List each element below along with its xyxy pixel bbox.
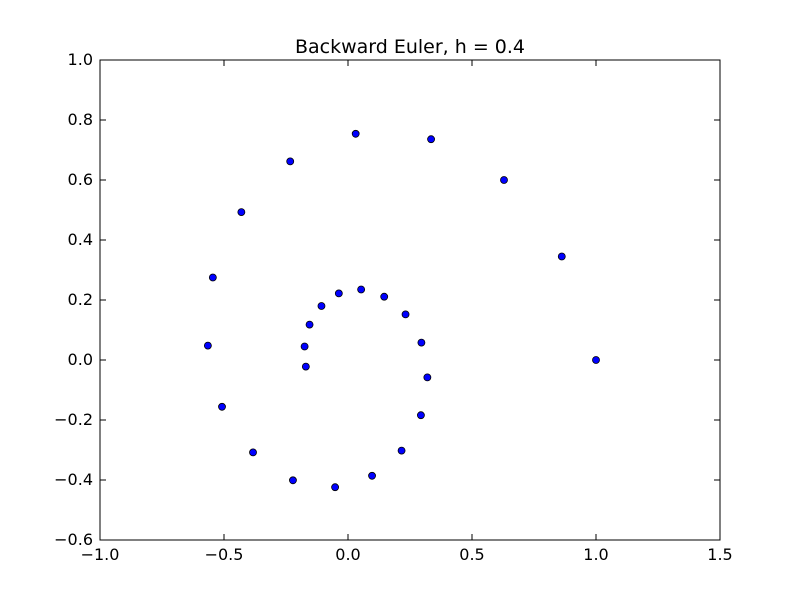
data-point	[592, 356, 600, 364]
data-point	[380, 292, 389, 301]
data-point	[286, 157, 295, 166]
data-point	[237, 208, 246, 217]
data-point	[417, 338, 426, 347]
x-axis-ticks: −1.0 −0.5 0.0 0.5 1.0 1.5	[81, 60, 733, 564]
data-point	[305, 320, 314, 329]
data-point	[423, 373, 432, 382]
data-point	[203, 341, 212, 350]
data-point	[331, 483, 340, 492]
y-tick-label: 0.4	[68, 230, 93, 249]
y-tick-label: 0.8	[68, 110, 93, 129]
x-tick-label: −0.5	[205, 545, 244, 564]
chart-title: Backward Euler, h = 0.4	[295, 36, 525, 58]
data-point	[334, 289, 343, 298]
data-point	[317, 302, 326, 310]
data-point	[368, 471, 376, 480]
y-tick-label: 1.0	[68, 50, 93, 69]
y-tick-label: 0.0	[68, 350, 93, 369]
data-point	[249, 448, 257, 457]
y-tick-label: 0.2	[68, 290, 93, 309]
data-point	[401, 310, 410, 319]
data-point	[218, 402, 226, 411]
y-axis-ticks: −0.6 −0.4 −0.2 0.0 0.2 0.4 0.6 0.8 1.0	[54, 50, 720, 549]
data-point	[397, 446, 406, 455]
y-tick-label: −0.4	[54, 470, 93, 489]
data-point	[557, 252, 566, 261]
y-tick-label: −0.6	[54, 530, 93, 549]
data-point	[427, 135, 435, 144]
x-tick-label: 0.5	[459, 545, 484, 564]
x-tick-label: 0.0	[335, 545, 360, 564]
data-points	[203, 129, 600, 492]
data-point	[351, 129, 360, 138]
x-tick-label: 1.5	[707, 545, 732, 564]
x-tick-label: 1.0	[583, 545, 608, 564]
data-point	[301, 362, 310, 371]
y-tick-label: 0.6	[68, 170, 93, 189]
data-point	[289, 476, 297, 485]
x-tick-label: −1.0	[81, 545, 120, 564]
data-point	[417, 411, 425, 420]
y-tick-label: −0.2	[54, 410, 93, 429]
data-point	[300, 342, 309, 351]
data-point	[500, 176, 508, 184]
data-point	[357, 285, 366, 294]
plot-frame	[99, 59, 721, 541]
data-point	[208, 273, 217, 282]
